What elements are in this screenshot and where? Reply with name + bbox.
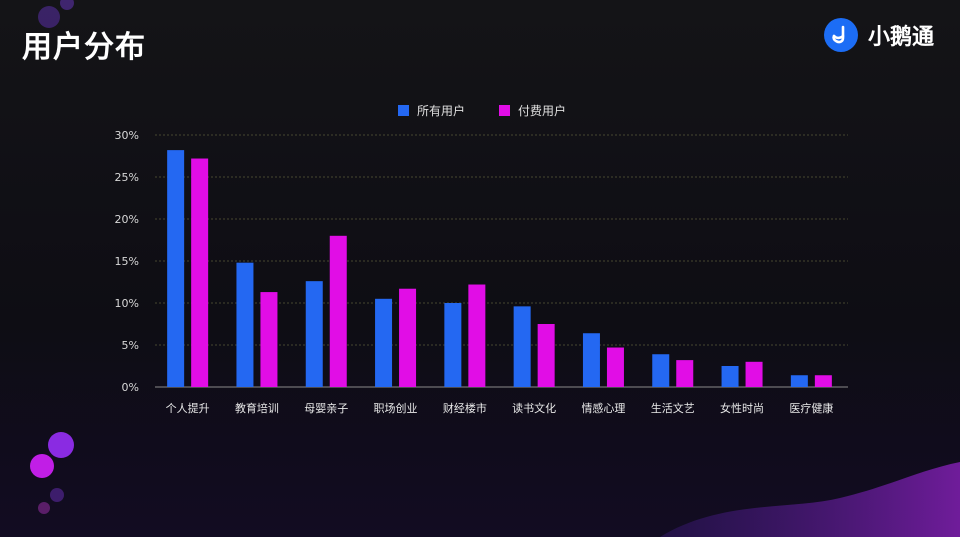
bar-paid-users (260, 292, 278, 387)
bar-all-users (721, 366, 739, 387)
decor-dot (60, 0, 74, 10)
decor-dot (48, 432, 74, 458)
bar-all-users (375, 298, 393, 387)
x-tick-label: 读书文化 (512, 401, 556, 415)
bar-all-users (444, 303, 462, 387)
y-tick-label: 30% (115, 129, 139, 142)
decor-dot (38, 6, 60, 28)
y-tick-label: 5% (122, 339, 139, 352)
x-tick-label: 女性时尚 (720, 401, 764, 415)
x-tick-label: 财经楼市 (443, 401, 487, 415)
brand-logo-icon (823, 18, 858, 52)
bar-all-users (236, 262, 254, 387)
bar-paid-users (814, 375, 832, 387)
legend-label: 所有用户 (417, 104, 466, 118)
bar-all-users (790, 375, 808, 387)
bar-paid-users (676, 360, 694, 387)
bar-paid-users (191, 158, 209, 387)
x-tick-label: 个人提升 (166, 402, 210, 415)
bar-all-users (167, 150, 185, 387)
page-title: 用户分布 (22, 30, 146, 65)
x-tick-label: 职场创业 (374, 401, 418, 415)
x-tick-label: 母婴亲子 (304, 401, 348, 415)
x-tick-label: 生活文艺 (651, 401, 695, 415)
bar-paid-users (329, 235, 347, 387)
y-tick-label: 15% (115, 255, 139, 268)
bar-paid-users (745, 361, 763, 387)
brand-name: 小鹅通 (867, 25, 934, 50)
bar-paid-users (468, 284, 486, 387)
decor-dot (38, 502, 50, 514)
chart-legend: 所有用户 付费用户 (398, 102, 566, 119)
x-tick-label: 医疗健康 (789, 401, 833, 415)
bar-paid-users (606, 347, 624, 387)
decor-dot (50, 488, 64, 502)
bar-all-users (513, 306, 531, 387)
y-tick-label: 20% (115, 213, 139, 226)
legend-item-all-users: 所有用户 (398, 102, 465, 119)
x-tick-label: 教育培训 (235, 401, 279, 415)
bar-paid-users (399, 288, 417, 387)
bar-all-users (652, 354, 670, 387)
x-tick-label: 情感心理 (581, 402, 625, 415)
bar-all-users (305, 281, 323, 387)
legend-label: 付费用户 (518, 104, 567, 118)
y-tick-label: 0% (122, 381, 139, 394)
legend-swatch (398, 105, 409, 116)
brand: 小鹅通 (823, 18, 934, 52)
legend-swatch (499, 105, 511, 116)
y-tick-label: 10% (115, 297, 139, 310)
decor-dot (30, 454, 54, 478)
bar-all-users (582, 333, 600, 387)
y-tick-label: 25% (115, 171, 139, 184)
bar-paid-users (537, 324, 555, 387)
legend-item-paid-users: 付费用户 (499, 102, 566, 119)
